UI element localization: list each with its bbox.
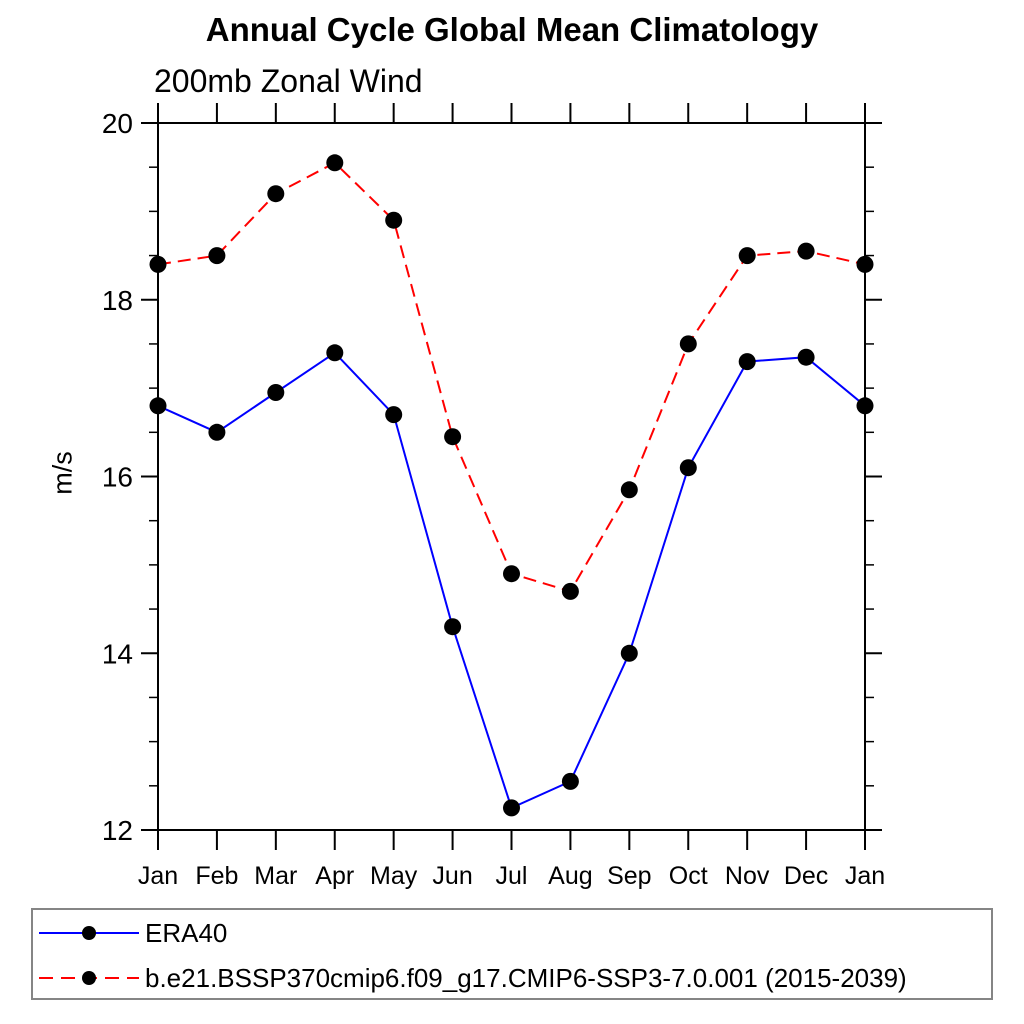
series-line-1 xyxy=(157,161,866,593)
legend-box: ERA40 b.e21.BSSP370cmip6.f09_g17.CMIP6-S… xyxy=(31,908,993,1000)
marker-dot-1 xyxy=(267,185,285,203)
marker-dot-1 xyxy=(208,247,226,265)
marker-dot-0 xyxy=(503,799,520,817)
marker-dot-1 xyxy=(149,255,167,273)
marker-dot-1 xyxy=(797,242,815,260)
marker-dot-0 xyxy=(738,353,756,371)
x-tick-label: Apr xyxy=(315,862,354,890)
y-tick-label: 16 xyxy=(102,462,133,493)
x-tick-label: Dec xyxy=(784,862,828,890)
y-tick-label: 20 xyxy=(102,108,133,139)
legend-swatch-solid-line xyxy=(39,926,139,940)
marker-dot-1 xyxy=(444,428,462,446)
legend-item-era40: ERA40 xyxy=(37,920,227,946)
marker-dot-1 xyxy=(738,247,756,265)
marker-dot-0 xyxy=(208,423,226,441)
marker-dot-1 xyxy=(620,481,638,499)
x-tick-label: Aug xyxy=(548,862,592,890)
marker-dot-0 xyxy=(856,397,874,415)
x-tick-label: Jan xyxy=(845,862,885,890)
x-tick-label: Sep xyxy=(607,862,651,890)
marker-dot-0 xyxy=(679,459,697,477)
x-tick-label: Jun xyxy=(432,862,472,890)
y-tick-label: 14 xyxy=(102,638,133,669)
x-tick-label: Oct xyxy=(669,862,708,890)
marker-dot-1 xyxy=(503,565,520,583)
marker-dot-0 xyxy=(620,644,638,662)
marker-dot-1 xyxy=(385,211,403,229)
marker-dot-0 xyxy=(561,772,579,790)
y-tick-label: 18 xyxy=(102,285,133,316)
marker-dot-0 xyxy=(797,348,815,366)
marker-dot-1 xyxy=(326,154,344,172)
x-tick-label: Jul xyxy=(496,862,528,890)
marker-dot-1 xyxy=(856,255,874,273)
marker-dot-0 xyxy=(444,618,462,636)
marker-dot-0 xyxy=(267,384,285,401)
marker-dot-1 xyxy=(561,582,579,600)
marker-dot-0 xyxy=(326,344,344,362)
x-tick-label: Jan xyxy=(138,862,178,890)
x-tick-label: Nov xyxy=(725,862,770,890)
legend-swatch-dashed-line xyxy=(39,971,139,985)
legend-label-era40: ERA40 xyxy=(145,918,228,948)
plot-frame xyxy=(157,122,866,831)
marker-dot-1 xyxy=(679,335,697,353)
legend-label-model: b.e21.BSSP370cmip6.f09_g17.CMIP6-SSP3-7.… xyxy=(145,963,907,993)
x-tick-label: Feb xyxy=(195,862,238,890)
marker-dot-0 xyxy=(385,406,403,424)
chart-title: Annual Cycle Global Mean Climatology xyxy=(205,11,819,48)
x-tick-label: May xyxy=(370,862,418,890)
legend-item-model: b.e21.BSSP370cmip6.f09_g17.CMIP6-SSP3-7.… xyxy=(37,965,907,991)
marker-dot-0 xyxy=(149,397,167,415)
y-tick-label: 12 xyxy=(102,815,133,846)
chart-subtitle: 200mb Zonal Wind xyxy=(154,63,423,99)
x-tick-label: Mar xyxy=(254,862,297,890)
